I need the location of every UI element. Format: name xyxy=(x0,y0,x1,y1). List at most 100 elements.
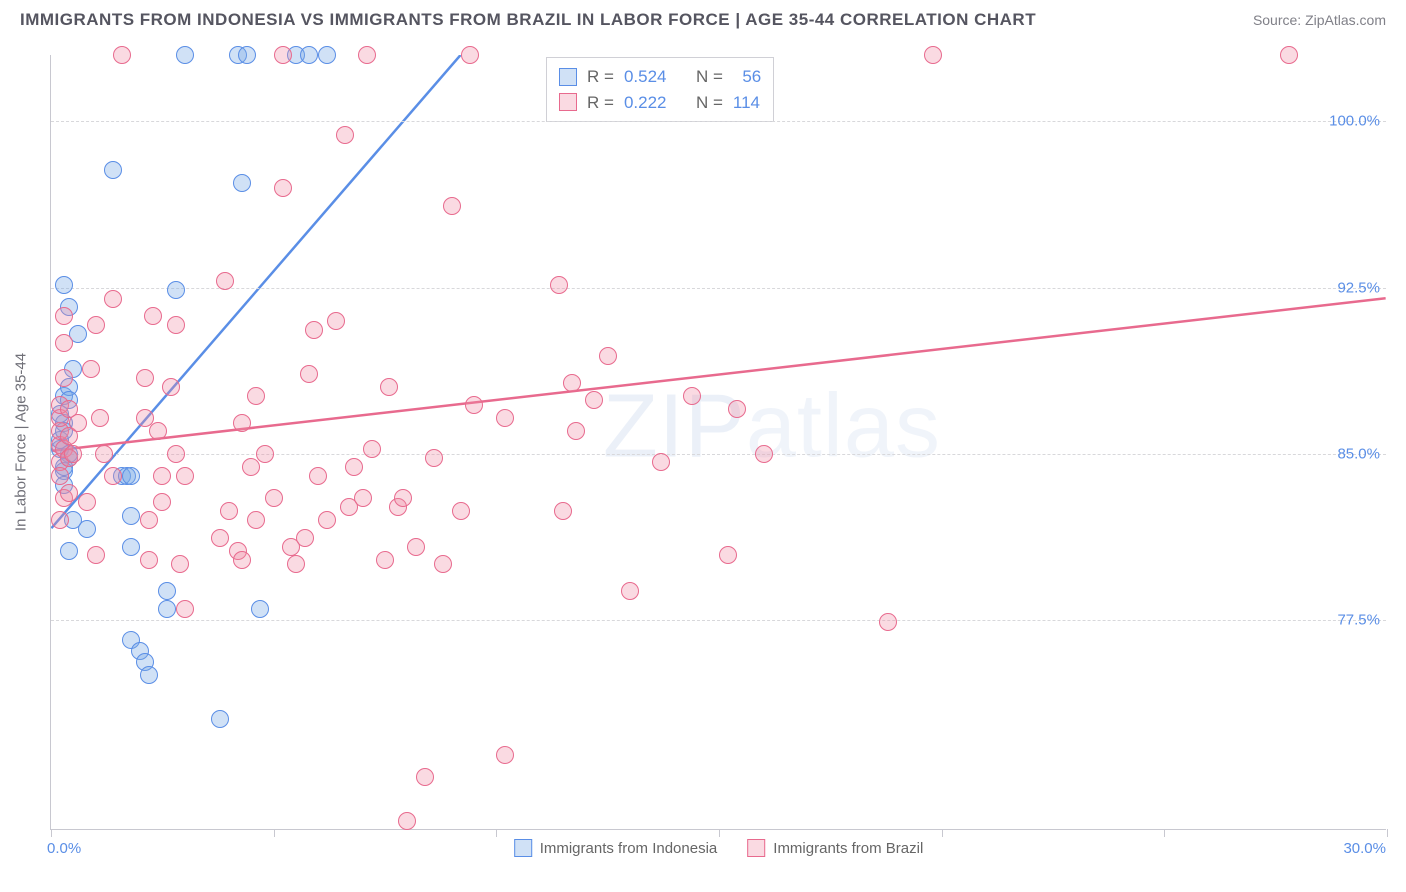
data-point-indonesia xyxy=(158,582,176,600)
data-point-indonesia xyxy=(122,467,140,485)
data-point-brazil xyxy=(425,449,443,467)
data-point-brazil xyxy=(78,493,96,511)
data-point-brazil xyxy=(265,489,283,507)
data-point-brazil xyxy=(87,546,105,564)
data-point-brazil xyxy=(496,409,514,427)
data-point-brazil xyxy=(153,467,171,485)
data-point-brazil xyxy=(434,555,452,573)
data-point-brazil xyxy=(728,400,746,418)
data-point-brazil xyxy=(55,334,73,352)
data-point-indonesia xyxy=(158,600,176,618)
scatter-chart: In Labor Force | Age 35-44 ZIPatlas R = … xyxy=(50,55,1386,830)
data-point-brazil xyxy=(176,467,194,485)
data-point-brazil xyxy=(407,538,425,556)
data-point-brazil xyxy=(465,396,483,414)
x-tick xyxy=(1164,829,1165,837)
data-point-brazil xyxy=(652,453,670,471)
data-point-brazil xyxy=(176,600,194,618)
data-point-brazil xyxy=(51,511,69,529)
data-point-brazil xyxy=(216,272,234,290)
data-point-brazil xyxy=(287,555,305,573)
swatch-brazil-icon xyxy=(747,839,765,857)
data-point-brazil xyxy=(554,502,572,520)
data-point-brazil xyxy=(345,458,363,476)
data-point-brazil xyxy=(220,502,238,520)
data-point-indonesia xyxy=(122,507,140,525)
x-tick xyxy=(51,829,52,837)
data-point-brazil xyxy=(136,369,154,387)
data-point-brazil xyxy=(550,276,568,294)
data-point-brazil xyxy=(879,613,897,631)
data-point-brazil xyxy=(599,347,617,365)
y-tick-label: 85.0% xyxy=(1337,445,1380,462)
x-tick xyxy=(496,829,497,837)
data-point-brazil xyxy=(327,312,345,330)
gridline xyxy=(51,620,1386,621)
data-point-brazil xyxy=(91,409,109,427)
data-point-brazil xyxy=(211,529,229,547)
data-point-indonesia xyxy=(318,46,336,64)
x-axis-end: 30.0% xyxy=(1343,840,1386,857)
gridline xyxy=(51,288,1386,289)
data-point-brazil xyxy=(167,316,185,334)
y-tick-label: 77.5% xyxy=(1337,611,1380,628)
data-point-brazil xyxy=(461,46,479,64)
data-point-indonesia xyxy=(211,710,229,728)
data-point-brazil xyxy=(247,511,265,529)
bottom-legend: Immigrants from Indonesia Immigrants fro… xyxy=(514,839,924,857)
data-point-brazil xyxy=(354,489,372,507)
data-point-brazil xyxy=(358,46,376,64)
data-point-brazil xyxy=(363,440,381,458)
swatch-indonesia-icon xyxy=(514,839,532,857)
source-label: Source: ZipAtlas.com xyxy=(1253,12,1386,28)
data-point-brazil xyxy=(104,467,122,485)
y-tick-label: 92.5% xyxy=(1337,279,1380,296)
stats-legend: R = 0.524 N = 56 R = 0.222 N = 114 xyxy=(546,57,774,122)
data-point-indonesia xyxy=(140,666,158,684)
data-point-brazil xyxy=(247,387,265,405)
legend-swatch-indonesia xyxy=(559,68,577,86)
data-point-brazil xyxy=(719,546,737,564)
data-point-brazil xyxy=(153,493,171,511)
data-point-brazil xyxy=(82,360,100,378)
data-point-brazil xyxy=(443,197,461,215)
data-point-brazil xyxy=(55,369,73,387)
data-point-brazil xyxy=(274,179,292,197)
data-point-brazil xyxy=(64,445,82,463)
data-point-brazil xyxy=(309,467,327,485)
data-point-brazil xyxy=(1280,46,1298,64)
data-point-brazil xyxy=(621,582,639,600)
data-point-brazil xyxy=(496,746,514,764)
data-point-indonesia xyxy=(78,520,96,538)
x-tick xyxy=(274,829,275,837)
data-point-brazil xyxy=(171,555,189,573)
data-point-brazil xyxy=(167,445,185,463)
data-point-brazil xyxy=(87,316,105,334)
data-point-brazil xyxy=(683,387,701,405)
gridline xyxy=(51,454,1386,455)
y-tick-label: 100.0% xyxy=(1329,113,1380,130)
x-tick xyxy=(942,829,943,837)
data-point-indonesia xyxy=(233,174,251,192)
legend-swatch-brazil xyxy=(559,93,577,111)
data-point-brazil xyxy=(149,422,167,440)
data-point-indonesia xyxy=(300,46,318,64)
data-point-brazil xyxy=(296,529,314,547)
data-point-brazil xyxy=(140,551,158,569)
data-point-brazil xyxy=(233,414,251,432)
data-point-indonesia xyxy=(60,542,78,560)
x-tick xyxy=(1387,829,1388,837)
data-point-brazil xyxy=(585,391,603,409)
gridline xyxy=(51,121,1386,122)
data-point-brazil xyxy=(69,414,87,432)
data-point-brazil xyxy=(60,484,78,502)
x-tick xyxy=(719,829,720,837)
regression-line-brazil xyxy=(51,298,1385,451)
data-point-indonesia xyxy=(104,161,122,179)
data-point-brazil xyxy=(567,422,585,440)
data-point-indonesia xyxy=(122,538,140,556)
data-point-brazil xyxy=(380,378,398,396)
data-point-brazil xyxy=(416,768,434,786)
data-point-brazil xyxy=(55,307,73,325)
data-point-brazil xyxy=(563,374,581,392)
